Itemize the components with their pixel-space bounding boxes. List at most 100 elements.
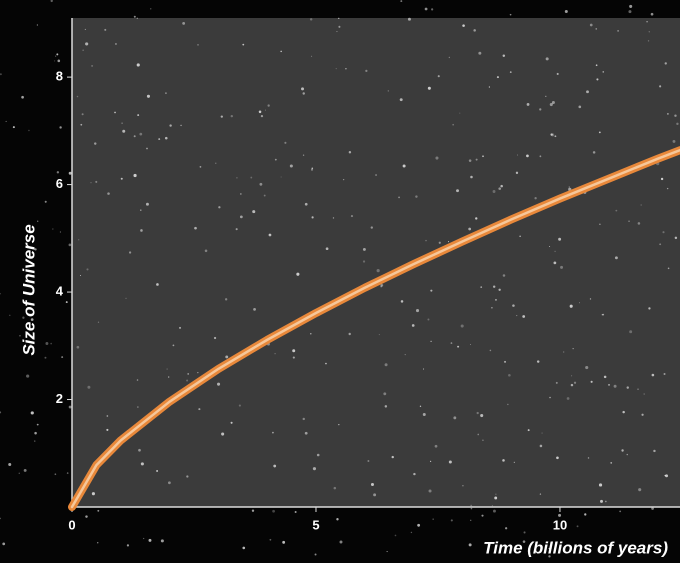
plot-area xyxy=(72,18,680,507)
star xyxy=(470,175,473,179)
star xyxy=(133,135,136,138)
star xyxy=(563,351,565,353)
star xyxy=(332,217,335,219)
star xyxy=(345,68,347,70)
star xyxy=(302,417,305,421)
star xyxy=(674,114,677,117)
star xyxy=(264,109,266,111)
star xyxy=(475,217,478,220)
star xyxy=(516,315,518,317)
star xyxy=(336,518,339,521)
star xyxy=(610,461,613,464)
star xyxy=(598,131,601,134)
star xyxy=(640,204,642,206)
star xyxy=(34,248,37,251)
star xyxy=(370,483,374,487)
star xyxy=(284,141,287,144)
star xyxy=(259,182,263,186)
star xyxy=(148,538,152,542)
star xyxy=(146,147,148,150)
star xyxy=(628,10,632,14)
star xyxy=(667,267,670,270)
star xyxy=(437,75,440,78)
star xyxy=(602,313,605,316)
star xyxy=(30,411,34,415)
star xyxy=(122,129,126,133)
star xyxy=(431,8,434,11)
star xyxy=(578,302,580,304)
star xyxy=(104,28,107,31)
star xyxy=(120,177,123,180)
star xyxy=(462,485,464,487)
y-tick-label: 8 xyxy=(56,69,63,84)
x-tick-label: 10 xyxy=(553,517,567,532)
star xyxy=(19,334,21,337)
star xyxy=(301,87,305,91)
star xyxy=(468,227,472,231)
star xyxy=(224,298,228,301)
star xyxy=(653,449,656,453)
star xyxy=(549,396,551,399)
star xyxy=(402,164,406,168)
star xyxy=(664,474,666,477)
star xyxy=(36,24,38,26)
star xyxy=(498,288,501,291)
star xyxy=(166,368,168,370)
star xyxy=(311,55,313,57)
star xyxy=(452,123,454,126)
star xyxy=(56,171,60,174)
star xyxy=(646,21,648,23)
star xyxy=(312,467,317,471)
star xyxy=(23,468,27,472)
star xyxy=(398,196,400,199)
star xyxy=(335,68,337,70)
star xyxy=(150,8,152,10)
star xyxy=(651,373,655,377)
star xyxy=(85,42,89,46)
star xyxy=(587,457,590,459)
star xyxy=(311,167,314,170)
star xyxy=(666,187,669,190)
star xyxy=(198,408,201,411)
y-tick-label: 2 xyxy=(56,391,63,406)
star xyxy=(504,360,506,363)
star xyxy=(182,21,186,25)
star xyxy=(659,243,662,246)
star xyxy=(0,411,2,414)
star xyxy=(274,158,277,161)
star xyxy=(146,94,151,98)
star xyxy=(425,239,427,242)
star xyxy=(586,90,589,94)
star xyxy=(502,459,505,462)
star xyxy=(491,505,493,507)
star xyxy=(599,223,601,226)
star xyxy=(97,509,100,512)
star xyxy=(338,423,340,426)
star xyxy=(602,71,605,73)
star xyxy=(235,228,238,231)
star xyxy=(448,460,452,464)
star xyxy=(629,4,633,8)
star xyxy=(373,493,377,497)
star xyxy=(76,345,80,349)
star xyxy=(250,176,253,179)
star xyxy=(52,228,54,230)
star xyxy=(482,155,484,158)
star xyxy=(498,187,502,190)
star xyxy=(556,456,559,460)
star xyxy=(489,349,492,352)
star xyxy=(375,174,377,176)
star xyxy=(186,379,189,382)
star xyxy=(430,289,433,292)
star xyxy=(526,103,530,106)
star xyxy=(179,326,181,329)
star xyxy=(78,239,80,241)
star xyxy=(53,60,56,62)
star xyxy=(411,324,415,327)
star xyxy=(22,316,25,319)
star xyxy=(600,499,603,503)
star xyxy=(596,78,599,81)
star xyxy=(370,226,373,229)
star xyxy=(2,542,6,546)
